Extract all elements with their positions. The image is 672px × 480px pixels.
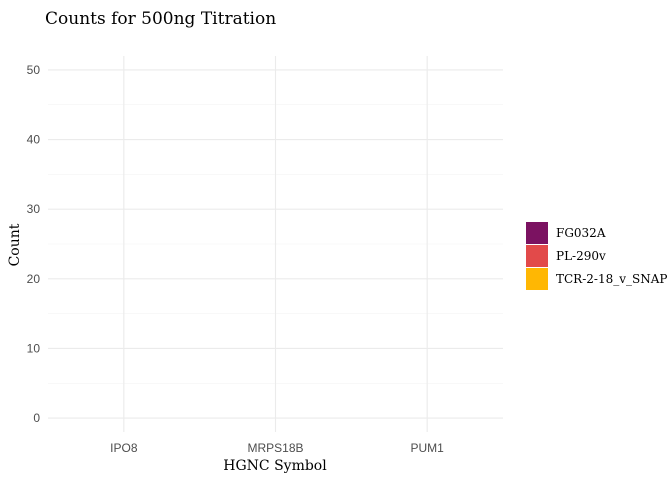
y-tick-label: 20 — [27, 272, 41, 286]
y-tick-label: 10 — [27, 341, 41, 355]
grid — [48, 56, 503, 432]
legend-swatch — [526, 268, 548, 290]
legend-item: FG032A — [526, 222, 606, 244]
y-axis-title: Count — [7, 223, 23, 266]
y-tick-label: 40 — [27, 133, 41, 147]
legend: FG032A PL-290v TCR-2-18_v_SNAP — [526, 222, 667, 290]
legend-label: TCR-2-18_v_SNAP — [556, 272, 667, 286]
y-axis-ticks: 0 10 20 30 40 50 — [27, 63, 41, 425]
legend-item: PL-290v — [526, 245, 606, 267]
x-tick-label: IPO8 — [110, 441, 138, 455]
y-tick-label: 50 — [27, 63, 41, 77]
x-axis-title: HGNC Symbol — [223, 458, 327, 474]
chart-title: Counts for 500ng Titration — [45, 9, 276, 29]
legend-swatch — [526, 245, 548, 267]
x-tick-label: MRPS18B — [247, 441, 303, 455]
y-tick-label: 30 — [27, 202, 41, 216]
x-axis-ticks: IPO8 MRPS18B PUM1 — [110, 441, 444, 455]
legend-swatch — [526, 222, 548, 244]
y-tick-label: 0 — [33, 411, 40, 425]
legend-label: FG032A — [556, 226, 606, 240]
legend-item: TCR-2-18_v_SNAP — [526, 268, 667, 290]
legend-label: PL-290v — [556, 249, 606, 263]
x-tick-label: PUM1 — [410, 441, 444, 455]
